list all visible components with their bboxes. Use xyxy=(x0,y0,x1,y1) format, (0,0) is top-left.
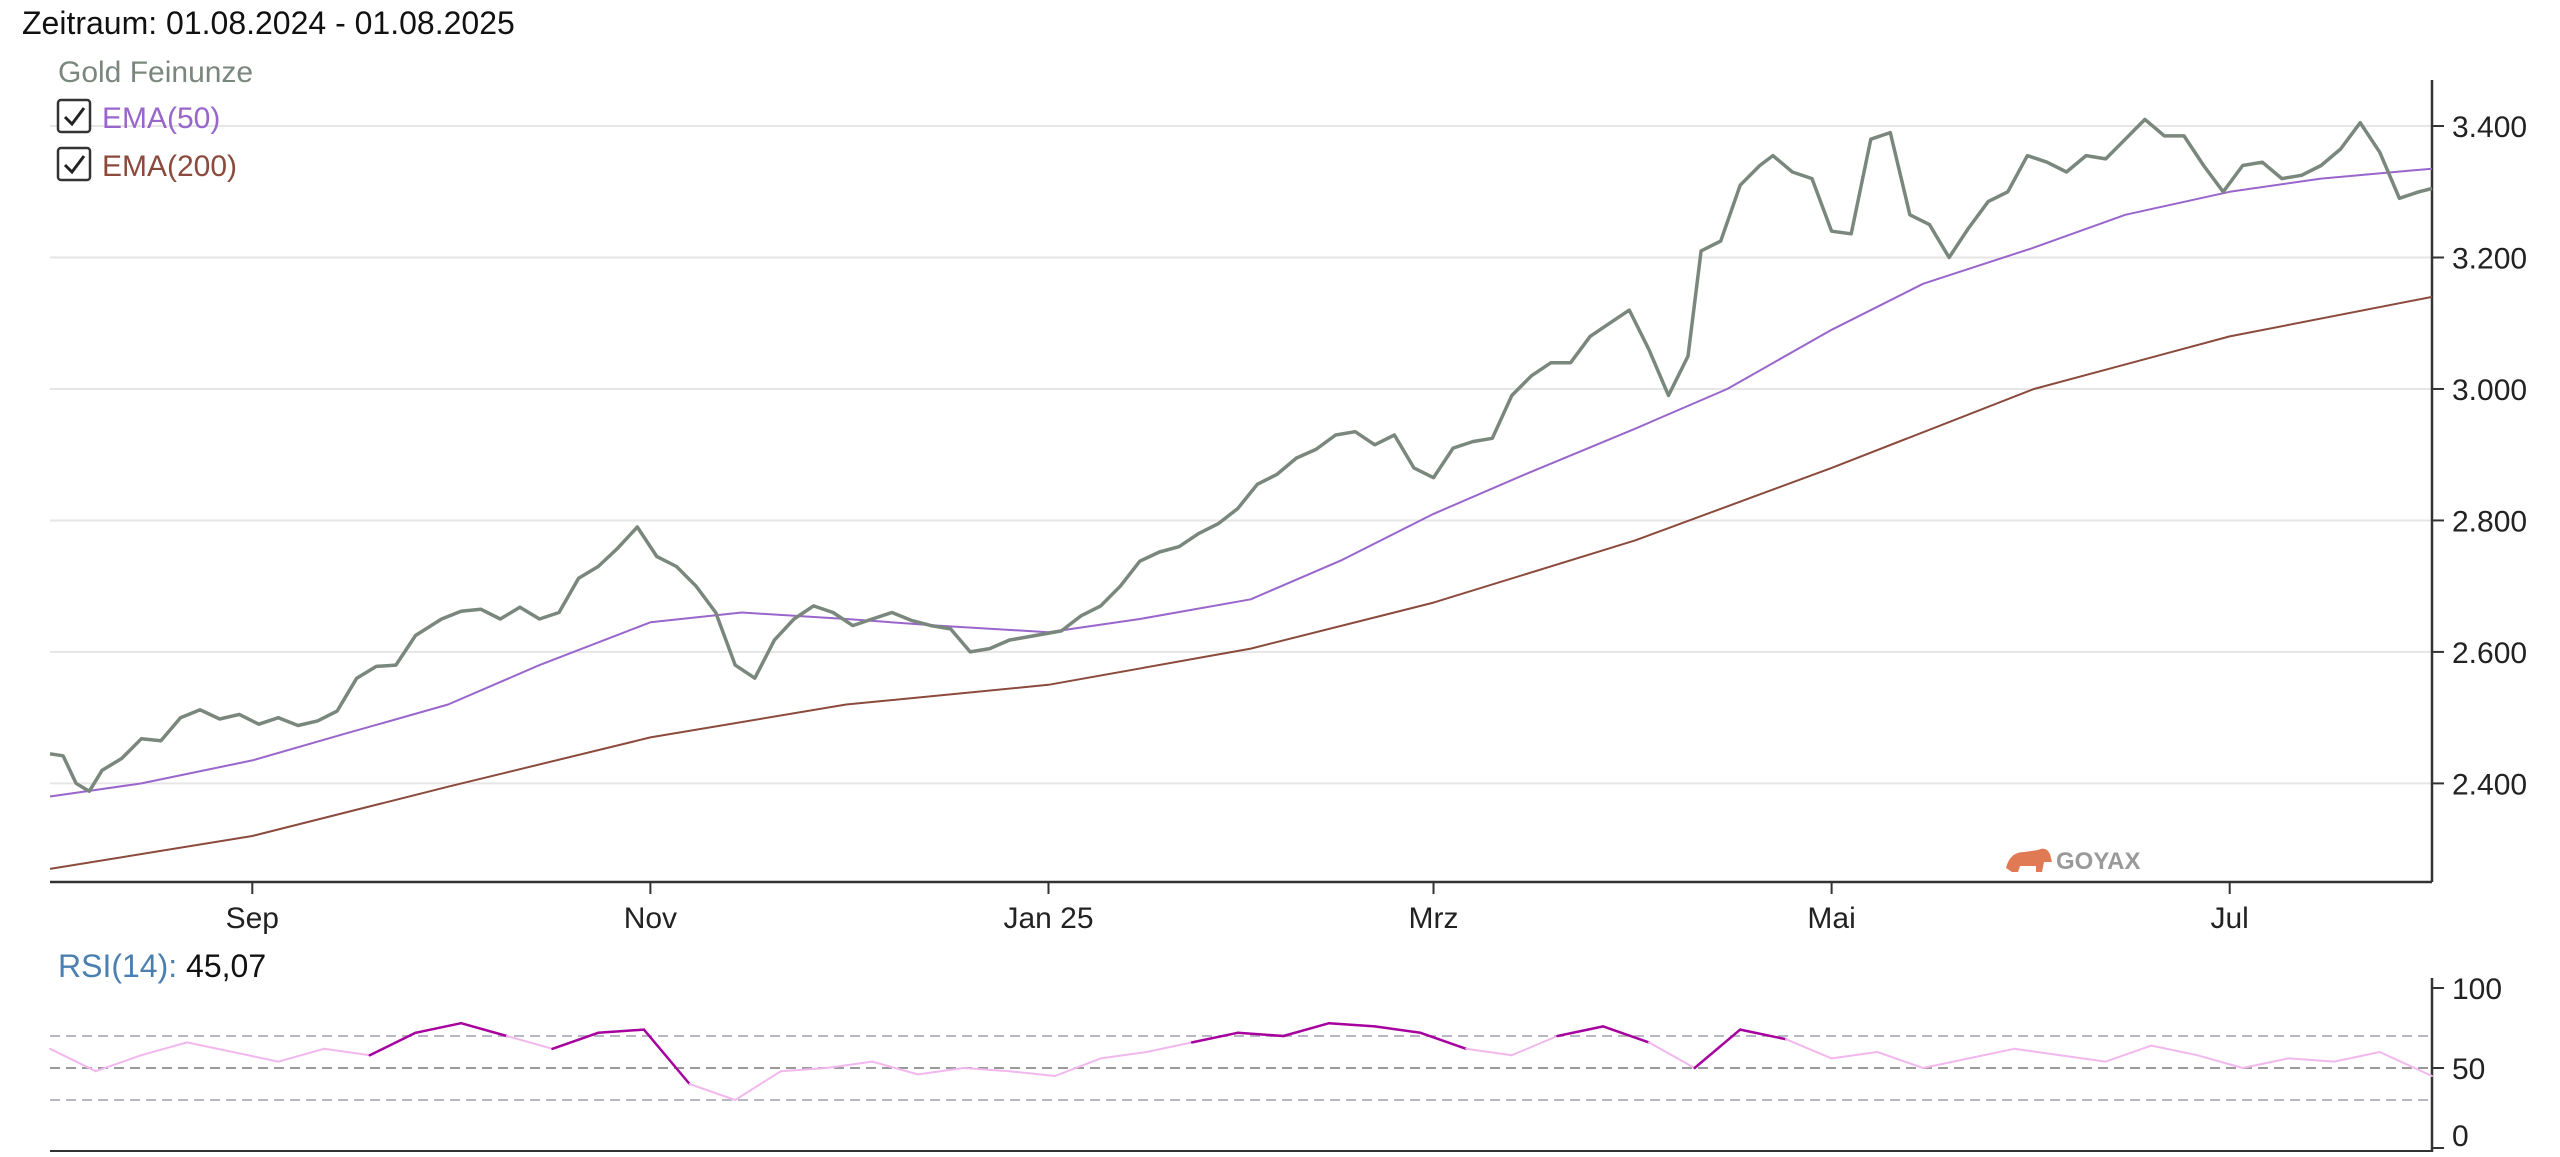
main-y-axis-ticks: 2.400 2.600 2.800 3.000 3.200 3.400 xyxy=(2432,111,2527,801)
rsi-segment-8 xyxy=(414,1021,463,1035)
ema50-checkbox-icon[interactable] xyxy=(56,98,92,134)
rsi-segment-4 xyxy=(231,1051,280,1063)
rsi-segment-16 xyxy=(779,1067,828,1073)
rsi-axes xyxy=(50,978,2434,1152)
legend-ema200-label: EMA(200) xyxy=(102,150,237,183)
rsi-segment-5 xyxy=(277,1047,326,1063)
rsi-segment-17 xyxy=(825,1060,874,1069)
rsi-segment-12 xyxy=(596,1028,646,1035)
rsi-reference-lines xyxy=(50,1035,2432,1101)
rsi-segment-14 xyxy=(688,1083,737,1101)
legend-series-title: Gold Feinunze xyxy=(58,56,253,89)
main-series xyxy=(49,117,2433,870)
rsi-segment-3 xyxy=(186,1041,234,1053)
rsi-segment-28 xyxy=(1327,1021,1377,1028)
rsi-segment-31 xyxy=(1465,1047,1513,1057)
rsi-y-tick-label-2: 100 xyxy=(2452,973,2502,1006)
rsi-segment-27 xyxy=(1282,1021,1331,1038)
legend-item-ema50[interactable]: EMA(50) xyxy=(56,98,220,135)
rsi-segment-36 xyxy=(1693,1028,1742,1070)
rsi-segment-7 xyxy=(368,1031,417,1057)
rsi-segment-23 xyxy=(1099,1051,1148,1060)
main-y-tick-label-5: 3.400 xyxy=(2452,111,2527,144)
rsi-segment-44 xyxy=(2059,1054,2107,1063)
rsi-segment-34 xyxy=(1601,1025,1651,1044)
rsi-segment-42 xyxy=(1967,1047,2016,1060)
rsi-label: RSI(14) xyxy=(58,948,168,984)
ema200-line xyxy=(49,295,2433,870)
main-x-axis-ticks: Sep Nov Jan 25 Mrz Mai Jul xyxy=(226,882,2249,935)
rsi-segment-37 xyxy=(1738,1028,1788,1041)
rsi-segment-20 xyxy=(962,1067,1011,1073)
rsi-segment-6 xyxy=(323,1047,371,1057)
rsi-segment-9 xyxy=(459,1021,509,1038)
main-y-tick-label-4: 3.200 xyxy=(2452,242,2527,275)
rsi-segment-15 xyxy=(734,1070,782,1101)
main-x-tick-label-1: Nov xyxy=(624,902,677,935)
main-y-tick-label-1: 2.600 xyxy=(2452,637,2527,670)
main-x-tick-label-5: Jul xyxy=(2211,902,2249,935)
legend-item-ema200[interactable]: EMA(200) xyxy=(56,146,237,183)
rsi-segment-41 xyxy=(1922,1057,1970,1069)
ema50-line xyxy=(49,167,2433,798)
rsi-segment-26 xyxy=(1236,1031,1285,1038)
legend-ema50-label: EMA(50) xyxy=(102,102,220,135)
main-axes xyxy=(50,80,2434,884)
rsi-segment-50 xyxy=(2333,1051,2381,1063)
ema200-check-icon xyxy=(63,155,86,175)
rsi-segment-40 xyxy=(1876,1051,1924,1069)
price-line xyxy=(49,117,2433,794)
rsi-segment-21 xyxy=(1008,1070,1056,1077)
rsi-segment-46 xyxy=(2150,1044,2199,1057)
rsi-current-value: 45,07 xyxy=(186,948,266,984)
main-x-tick-label-0: Sep xyxy=(226,902,279,935)
rsi-segment-48 xyxy=(2241,1057,2290,1069)
rsi-segment-13 xyxy=(642,1028,691,1086)
rsi-segment-39 xyxy=(1830,1051,1879,1060)
rsi-segment-11 xyxy=(551,1031,600,1051)
watermark-text: GOYAX xyxy=(2056,848,2140,875)
rsi-segment-29 xyxy=(1373,1025,1422,1035)
rsi-segment-32 xyxy=(1510,1035,1559,1057)
rsi-segment-10 xyxy=(505,1035,554,1050)
rsi-segment-35 xyxy=(1647,1041,1696,1069)
rsi-label-colon: : xyxy=(168,948,186,984)
main-y-tick-label-0: 2.400 xyxy=(2452,768,2527,801)
main-grid xyxy=(50,125,2432,785)
period-label: Zeitraum: 01.08.2024 - 01.08.2025 xyxy=(22,5,515,41)
rsi-segment-30 xyxy=(1419,1031,1468,1051)
ema200-checkbox-icon[interactable] xyxy=(56,146,92,182)
rsi-y-tick-label-1: 50 xyxy=(2452,1053,2485,1086)
rsi-segment-22 xyxy=(1054,1057,1102,1077)
rsi-segment-1 xyxy=(94,1054,143,1073)
rsi-segment-25 xyxy=(1190,1031,1239,1044)
rsi-segment-47 xyxy=(2196,1054,2244,1069)
bull-logo-icon xyxy=(2006,848,2052,872)
rsi-segment-49 xyxy=(2287,1057,2336,1063)
ema50-check-icon xyxy=(63,107,86,127)
rsi-y-tick-label-0: 0 xyxy=(2452,1120,2469,1152)
rsi-header: RSI(14): 45,07 xyxy=(58,948,266,984)
rsi-segment-38 xyxy=(1784,1038,1833,1060)
rsi-segment-24 xyxy=(1145,1041,1194,1053)
goyax-watermark: GOYAX xyxy=(2006,848,2140,875)
main-x-tick-label-2: Jan 25 xyxy=(1003,902,1093,935)
rsi-segment-0 xyxy=(49,1047,97,1073)
rsi-segment-19 xyxy=(917,1067,965,1076)
rsi-segment-45 xyxy=(2104,1044,2153,1063)
rsi-y-axis-ticks: 0 50 100 xyxy=(2432,973,2502,1153)
main-y-tick-label-3: 3.000 xyxy=(2452,374,2527,407)
main-y-tick-label-2: 2.800 xyxy=(2452,505,2527,538)
rsi-segment-43 xyxy=(2013,1047,2061,1057)
main-x-tick-label-4: Mai xyxy=(1807,902,1855,935)
rsi-segment-33 xyxy=(1556,1025,1605,1038)
rsi-segment-18 xyxy=(871,1060,919,1076)
rsi-segment-51 xyxy=(2378,1051,2433,1077)
main-x-tick-label-3: Mrz xyxy=(1409,902,1459,935)
rsi-series xyxy=(49,1021,2433,1101)
rsi-segment-2 xyxy=(140,1041,188,1057)
